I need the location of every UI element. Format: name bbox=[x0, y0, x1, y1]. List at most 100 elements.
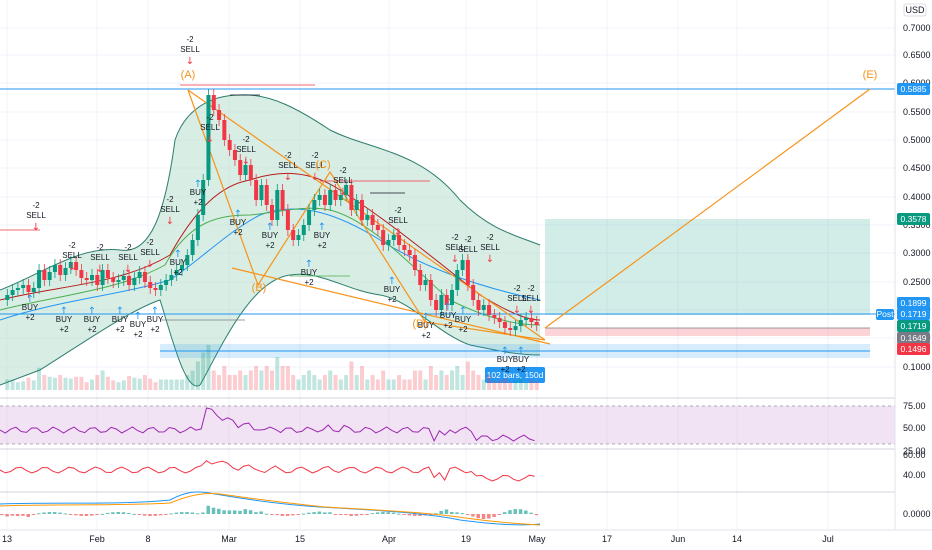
time-tick-label: Jul bbox=[822, 534, 834, 544]
price-tag-label: 0.1719 bbox=[901, 309, 927, 319]
candle-body bbox=[375, 225, 380, 230]
volume-bar bbox=[296, 379, 301, 390]
macd-signal-line bbox=[0, 493, 541, 526]
candle-body bbox=[270, 205, 274, 220]
time-axis-ticks: 13 Feb 8 Mar 15 Apr 19 May 17 Jun 14 Jul bbox=[2, 534, 834, 544]
macd-histogram-bar bbox=[42, 512, 46, 514]
candle-body bbox=[158, 285, 163, 290]
macd-histogram-bar bbox=[79, 514, 83, 516]
candle-body bbox=[264, 185, 269, 205]
sell-signal-label: SELL bbox=[521, 294, 541, 303]
macd-histogram-bar bbox=[148, 514, 152, 516]
time-tick-label: May bbox=[528, 534, 546, 544]
time-tick-label: 14 bbox=[732, 534, 742, 544]
volume-bar bbox=[195, 361, 200, 390]
price-tick-label: 0.6500 bbox=[903, 50, 931, 60]
volume-bar bbox=[132, 377, 137, 390]
macd-histogram-bar bbox=[270, 514, 274, 515]
volume-bar bbox=[301, 375, 306, 390]
sell-signal-value: -2 bbox=[206, 113, 214, 122]
long-position-profit-zone[interactable] bbox=[545, 219, 870, 315]
sell-signal-label: SELL bbox=[62, 251, 82, 260]
buy-signal-label: BUY bbox=[22, 303, 39, 312]
candle-body bbox=[497, 318, 502, 322]
candle-body bbox=[10, 290, 15, 295]
wedge-lower-line[interactable] bbox=[231, 267, 551, 345]
candle-body bbox=[285, 210, 290, 230]
macd-histogram-bar bbox=[190, 512, 195, 514]
buy-signal-value: +2 bbox=[173, 268, 183, 277]
candle-body bbox=[111, 278, 116, 282]
sell-arrow-icon: ↓ bbox=[284, 172, 292, 183]
volume-bar bbox=[121, 380, 126, 390]
indicator-tick-label: 40.00 bbox=[903, 470, 926, 480]
macd-histogram-bar bbox=[132, 513, 136, 515]
macd-histogram-bar bbox=[418, 514, 422, 516]
sell-signal-label: SELL bbox=[160, 205, 180, 214]
volume-bar bbox=[497, 380, 502, 390]
buy-arrow-icon: ↑ bbox=[318, 222, 326, 233]
candle-body bbox=[121, 276, 126, 280]
long-position-stop-zone[interactable] bbox=[545, 328, 870, 336]
time-tick-label: 17 bbox=[602, 534, 612, 544]
buy-signal-label: BUY bbox=[513, 355, 530, 364]
volume-bar bbox=[153, 382, 158, 390]
candle-body bbox=[58, 265, 63, 275]
macd-histogram-bar bbox=[275, 514, 279, 515]
macd-histogram-bar bbox=[444, 509, 449, 514]
currency-badge[interactable] bbox=[903, 3, 927, 17]
volume-bar bbox=[492, 381, 497, 390]
sell-signal-label: SELL bbox=[278, 161, 298, 170]
volume-bar bbox=[243, 375, 248, 390]
pattern-wave-line[interactable] bbox=[187, 89, 546, 341]
volume-bar bbox=[285, 366, 290, 390]
sell-signal-label: SELL bbox=[200, 123, 220, 132]
macd-histogram-bar bbox=[370, 513, 375, 515]
projection-line[interactable] bbox=[544, 88, 871, 329]
volume-bar bbox=[312, 375, 317, 390]
candle-body bbox=[185, 255, 190, 265]
candlesticks[interactable] bbox=[5, 89, 539, 336]
sell-signal-value: -2 bbox=[186, 35, 194, 44]
macd-histogram-bar bbox=[296, 514, 300, 515]
candle-body bbox=[26, 285, 31, 292]
sell-signal-label: SELL bbox=[90, 253, 110, 262]
macd-histogram-bar bbox=[26, 514, 30, 517]
volume-bar bbox=[344, 375, 349, 390]
candle-body bbox=[402, 245, 407, 250]
volume-bar bbox=[476, 375, 481, 390]
volume-bar bbox=[5, 379, 10, 390]
volume-bar bbox=[52, 377, 57, 390]
candle-body bbox=[174, 270, 179, 275]
sell-signal-label: SELL bbox=[26, 211, 46, 220]
candle-body bbox=[243, 165, 248, 175]
sell-signal-value: -2 bbox=[339, 166, 347, 175]
macd-histogram-bar bbox=[52, 512, 57, 514]
post-badge bbox=[876, 309, 894, 320]
sell-arrow-icon: ↓ bbox=[527, 305, 535, 316]
candle-body bbox=[487, 305, 492, 315]
macd-histogram-bar bbox=[211, 507, 216, 514]
buy-signal-label: BUY bbox=[230, 218, 247, 227]
macd-histogram-bar bbox=[434, 513, 438, 515]
macd-histogram-bar bbox=[450, 512, 454, 514]
candle-body bbox=[434, 300, 439, 310]
candle-body bbox=[508, 328, 513, 330]
macd-histogram-bar bbox=[217, 508, 221, 514]
indicator-tick-label: 0.0000 bbox=[903, 509, 931, 519]
macd-histogram-bar bbox=[285, 514, 290, 516]
sell-signal-label: SELL bbox=[458, 245, 478, 254]
oscillator-line bbox=[0, 460, 535, 482]
sell-signal-label: SELL bbox=[388, 216, 408, 225]
buy-signal-label: BUY bbox=[170, 258, 187, 267]
sell-signal-label: SELL bbox=[140, 248, 160, 257]
volume-bar bbox=[487, 375, 492, 390]
macd-histogram-bar bbox=[524, 510, 528, 514]
sell-signal-value: -2 bbox=[311, 151, 319, 160]
macd-line bbox=[0, 491, 541, 526]
candle-body bbox=[100, 270, 105, 285]
candle-body bbox=[397, 235, 402, 245]
price-tag-label: 0.1899 bbox=[901, 298, 927, 308]
candle-body bbox=[195, 215, 200, 240]
